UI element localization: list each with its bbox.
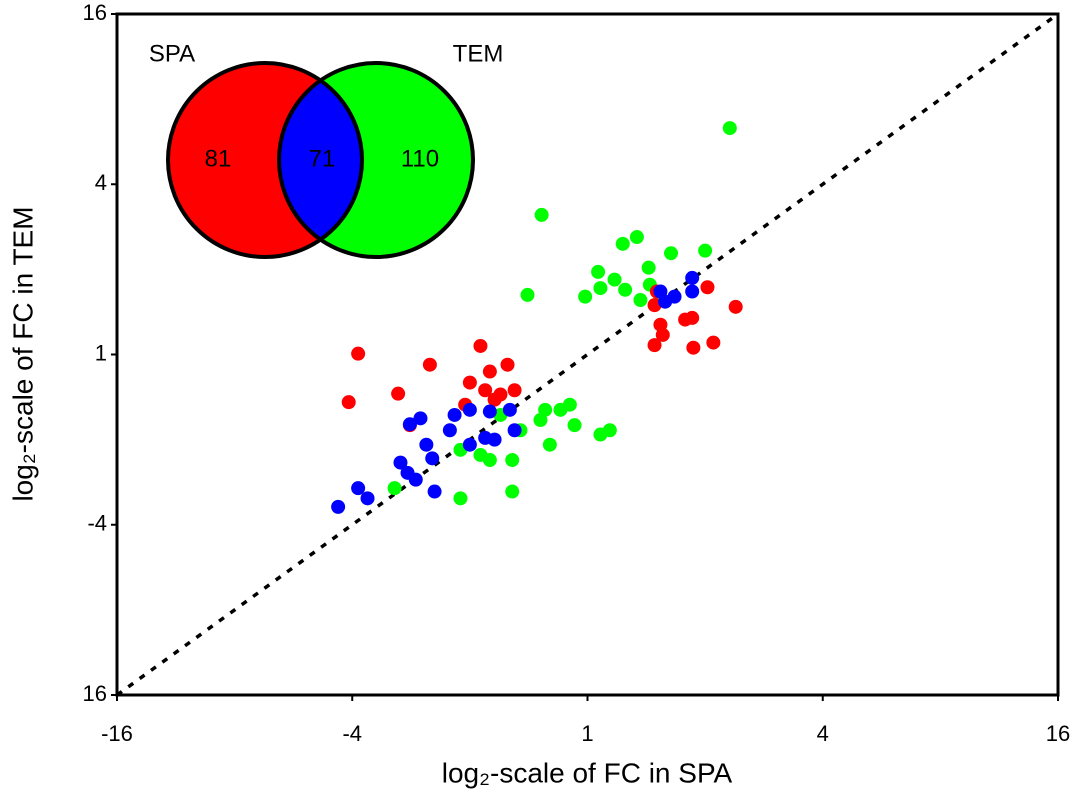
point [578, 289, 593, 304]
point [387, 481, 402, 496]
y-tick-label: -4 [87, 511, 107, 536]
point [360, 491, 375, 506]
point [542, 437, 557, 452]
point [408, 472, 423, 487]
x-tick-label: 1 [581, 721, 593, 746]
point [482, 453, 497, 468]
venn-set-label: SPA [149, 40, 195, 67]
point [641, 260, 656, 275]
point [442, 423, 457, 438]
point [658, 294, 673, 309]
point [647, 338, 662, 353]
venn-diagram: SPA TEM 81 71 110 [149, 40, 504, 259]
point [393, 455, 408, 470]
point [567, 418, 582, 433]
point [351, 346, 366, 361]
point [453, 491, 468, 506]
x-axis-title: log₂-scale of FC in SPA [442, 757, 733, 788]
point [655, 327, 670, 342]
point [562, 397, 577, 412]
venn-set-label: TEM [453, 40, 504, 67]
point [487, 432, 502, 447]
point [538, 402, 553, 417]
point [633, 293, 648, 308]
x-tick-label: 16 [1046, 721, 1070, 746]
point [618, 282, 633, 297]
point [728, 299, 743, 314]
point [686, 340, 701, 355]
venn-right-outline [277, 61, 475, 259]
venn-count: 81 [205, 145, 232, 172]
point [331, 499, 346, 514]
venn-left-outline [166, 61, 364, 259]
point [427, 484, 442, 499]
point [722, 121, 737, 136]
point [462, 375, 477, 390]
venn-count: 71 [309, 145, 336, 172]
point [425, 451, 440, 466]
venn-count: 110 [401, 145, 439, 172]
reference-line [115, 12, 1060, 697]
point [685, 270, 700, 285]
point [473, 338, 488, 353]
point [341, 395, 356, 410]
point [520, 287, 535, 302]
point [602, 423, 617, 438]
x-tick-label: -16 [101, 721, 133, 746]
point [507, 383, 522, 398]
point [698, 243, 713, 258]
point [478, 383, 493, 398]
point [534, 207, 549, 222]
x-tick-label: 4 [817, 721, 829, 746]
point [647, 298, 662, 313]
point [664, 246, 679, 261]
point [700, 280, 715, 295]
point [391, 386, 406, 401]
point [462, 437, 477, 452]
point [591, 264, 606, 279]
point [487, 392, 502, 407]
y-axis-title: log₂-scale of FC in TEM [7, 206, 38, 501]
point [615, 236, 630, 251]
y-tick-label: 1 [95, 340, 107, 365]
point [482, 364, 497, 379]
venn-overlap [279, 63, 362, 257]
point [413, 411, 428, 426]
point [402, 417, 417, 432]
point [419, 437, 434, 452]
point [447, 407, 462, 422]
point [482, 404, 497, 419]
point [507, 423, 522, 438]
y-tick-label: 4 [95, 170, 107, 195]
point [462, 402, 477, 417]
point [607, 272, 622, 287]
point [502, 402, 517, 417]
y-tick-label: 16 [83, 0, 107, 25]
point [505, 484, 520, 499]
point [706, 335, 721, 350]
point [593, 281, 608, 296]
point [505, 453, 520, 468]
point [351, 481, 366, 496]
point [422, 357, 437, 372]
point [500, 357, 515, 372]
y-tick-label: 16 [83, 681, 107, 706]
point [685, 310, 700, 325]
point [685, 284, 700, 299]
plot-area [115, 12, 1060, 697]
point [629, 230, 644, 245]
x-tick-label: -4 [342, 721, 362, 746]
